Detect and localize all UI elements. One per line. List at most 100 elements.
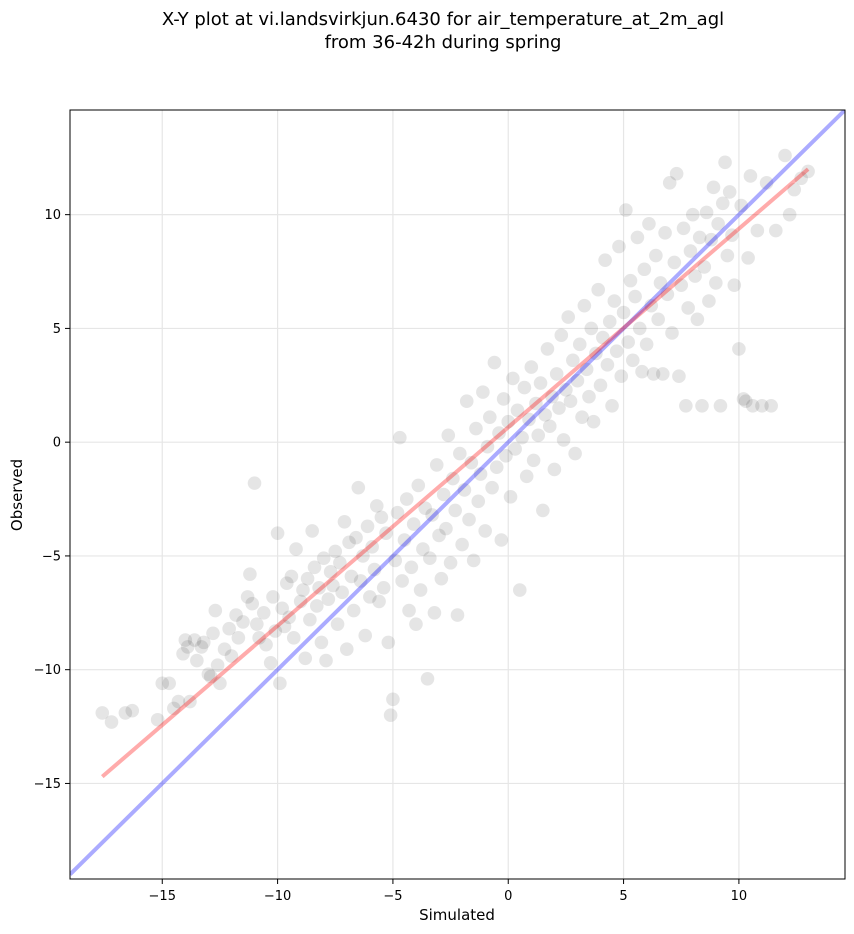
data-point: [563, 394, 578, 409]
data-point: [596, 330, 610, 345]
data-point: [342, 535, 356, 550]
data-point: [462, 512, 476, 527]
data-point: [674, 278, 689, 292]
data-point: [692, 230, 707, 245]
data-point: [579, 362, 594, 377]
data-point: [625, 353, 640, 368]
data-point: [453, 446, 467, 461]
data-point: [688, 269, 702, 283]
data-point: [420, 671, 435, 686]
data-point: [298, 651, 313, 666]
data-point: [690, 312, 705, 327]
data-point: [245, 596, 260, 611]
data-point: [662, 176, 677, 190]
data-point: [533, 376, 548, 390]
data-point: [404, 560, 419, 575]
data-point: [614, 369, 629, 383]
data-point: [476, 385, 490, 399]
data-point: [750, 223, 765, 238]
data-point: [335, 585, 349, 600]
data-point: [676, 221, 691, 236]
data-point: [307, 560, 322, 575]
scatter-points: [95, 148, 815, 729]
x-tick-label: 10: [731, 889, 748, 904]
data-point: [739, 394, 753, 409]
data-point: [508, 442, 522, 456]
data-point: [194, 640, 209, 654]
data-point: [450, 608, 465, 622]
data-point: [538, 408, 552, 422]
data-point: [612, 239, 626, 254]
data-point: [203, 669, 218, 684]
data-point: [339, 642, 354, 657]
data-point: [351, 480, 366, 495]
data-point: [466, 553, 481, 568]
data-point: [434, 571, 449, 586]
data-point: [586, 414, 601, 429]
y-tick-label: 5: [53, 322, 61, 337]
data-point: [510, 403, 525, 418]
data-point: [582, 389, 596, 404]
x-tick-label: −5: [383, 889, 402, 904]
data-point: [409, 617, 423, 631]
data-point: [715, 196, 730, 211]
data-point: [372, 594, 386, 609]
data-point: [439, 521, 453, 536]
data-point: [353, 574, 368, 588]
data-point: [725, 228, 739, 242]
chart-title: X-Y plot at vi.landsvirkjun.6430 for air…: [162, 9, 724, 30]
data-point: [473, 467, 488, 481]
data-point: [699, 205, 714, 220]
y-tick-label: −5: [42, 549, 61, 564]
data-point: [300, 571, 315, 586]
data-point: [736, 392, 751, 406]
data-point: [206, 626, 220, 641]
data-point: [600, 358, 615, 372]
data-point: [176, 646, 190, 661]
data-point: [722, 185, 737, 199]
data-point: [196, 635, 211, 650]
data-point: [369, 499, 384, 513]
data-point: [256, 606, 271, 620]
data-point: [150, 712, 165, 727]
data-point: [704, 232, 719, 247]
data-point: [619, 203, 633, 217]
data-point: [270, 526, 285, 540]
data-point: [522, 412, 536, 427]
data-point: [312, 580, 326, 595]
data-point: [457, 483, 472, 497]
data-point: [180, 640, 195, 654]
data-point: [118, 706, 133, 720]
regression-line: [100, 167, 810, 779]
data-point: [616, 305, 631, 320]
data-point: [222, 621, 236, 636]
data-point: [713, 398, 728, 413]
data-point: [709, 276, 723, 290]
data-point: [782, 207, 797, 222]
data-point: [423, 551, 437, 566]
data-point: [745, 398, 760, 413]
data-point: [365, 540, 379, 554]
data-point: [639, 337, 654, 352]
data-point: [293, 594, 308, 609]
data-point: [542, 419, 557, 434]
data-point: [741, 251, 755, 265]
data-point: [187, 633, 202, 647]
data-point: [669, 166, 684, 181]
data-point: [471, 494, 486, 509]
data-point: [787, 182, 802, 197]
data-point: [358, 628, 373, 643]
data-point: [259, 637, 273, 652]
data-point: [501, 414, 516, 429]
data-point: [644, 298, 659, 313]
data-point: [660, 287, 675, 302]
data-point: [556, 433, 571, 447]
data-point: [305, 524, 319, 538]
data-point: [794, 171, 808, 186]
data-point: [326, 578, 340, 593]
data-point: [621, 335, 635, 349]
data-point: [487, 355, 502, 370]
data-point: [628, 289, 642, 304]
data-point: [584, 321, 599, 336]
